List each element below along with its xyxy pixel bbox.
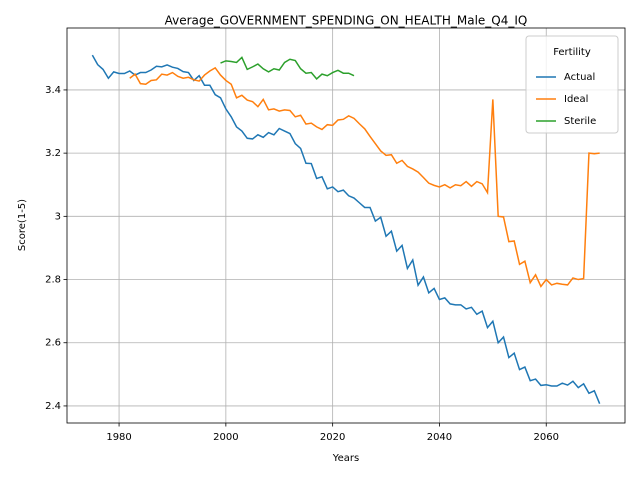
x-tick-label: 2000 bbox=[213, 432, 238, 443]
y-tick-label: 2.4 bbox=[45, 401, 61, 412]
y-tick-label: 2.8 bbox=[45, 275, 61, 286]
y-tick-label: 3 bbox=[55, 211, 61, 222]
legend-label: Ideal bbox=[564, 94, 588, 105]
series-line bbox=[91, 54, 601, 405]
chart-title: Average_GOVERNMENT_SPENDING_ON_HEALTH_Ma… bbox=[165, 14, 528, 28]
legend-box bbox=[525, 35, 619, 134]
legend-label: Sterile bbox=[564, 116, 596, 127]
x-tick-label: 2040 bbox=[427, 432, 452, 443]
legend: Fertility Actual Ideal Sterile bbox=[525, 35, 619, 134]
x-tick-label: 2060 bbox=[534, 432, 559, 443]
legend-title: Fertility bbox=[553, 47, 591, 58]
series-line bbox=[220, 56, 355, 80]
y-tick-label: 3.4 bbox=[45, 85, 61, 96]
x-tick-label: 1980 bbox=[106, 432, 131, 443]
y-tick-label: 2.6 bbox=[45, 338, 61, 349]
x-axis-label: Years bbox=[332, 453, 359, 464]
plot-frame bbox=[66, 27, 626, 424]
series-line bbox=[129, 66, 600, 288]
y-axis-label: Score(1-5) bbox=[17, 199, 28, 251]
x-tick-label: 2020 bbox=[320, 432, 345, 443]
legend-label: Actual bbox=[564, 72, 595, 83]
y-tick-label: 3.2 bbox=[45, 148, 61, 159]
